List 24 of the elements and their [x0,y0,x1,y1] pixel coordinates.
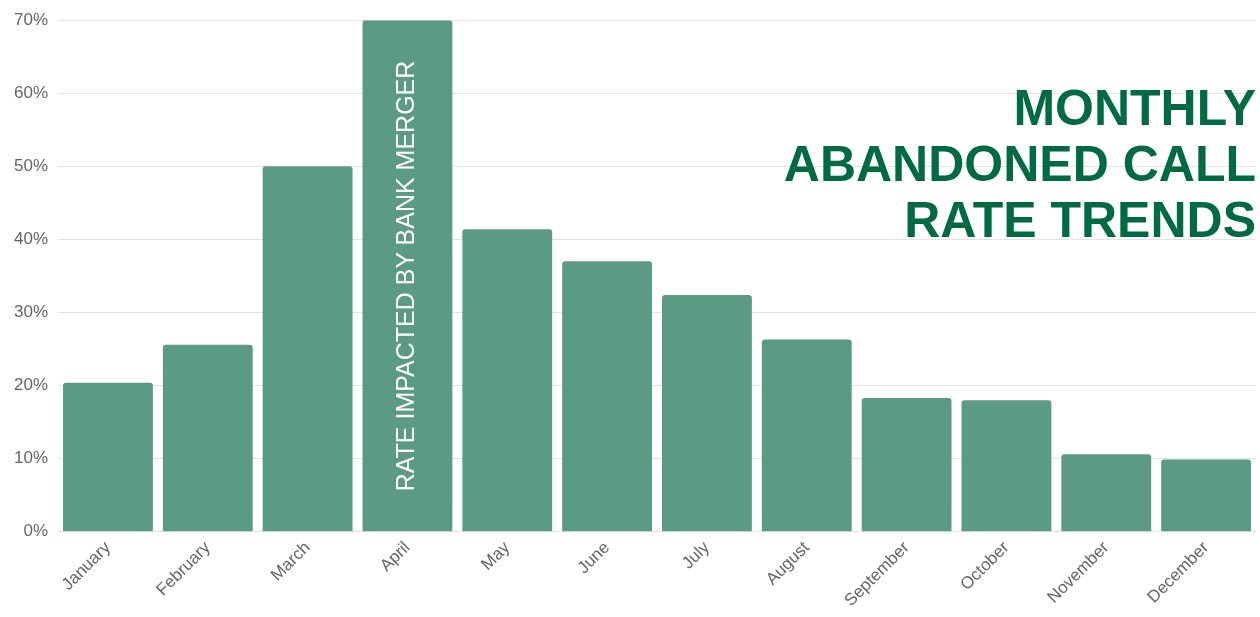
x-tick-label: May [477,537,514,574]
bar [662,294,752,532]
bar [1061,454,1152,532]
annotation: RATE IMPACTED BY BANK MERGER [391,60,420,492]
bar [262,166,353,532]
text: MONTHLY ABANDONED CALL RATE TRENDS [782,80,1256,248]
y-tick-label: 20% [13,375,49,395]
bar [162,344,253,532]
y-tick-label: 40% [13,229,49,249]
bar [761,339,852,532]
y-tick-label: 0% [23,521,49,541]
bar [861,398,952,532]
bar [562,261,653,532]
bar [961,400,1052,532]
y-tick-label: 70% [13,9,49,29]
y-tick-label: 60% [13,82,49,102]
bar [362,20,453,532]
y-tick-label: 30% [13,302,49,322]
y-tick-label: 50% [13,156,49,176]
bar [1161,459,1252,532]
y-tick-label: 10% [13,448,49,468]
x-tick-label: July [678,537,714,573]
bar [462,229,553,532]
bar [63,382,153,532]
